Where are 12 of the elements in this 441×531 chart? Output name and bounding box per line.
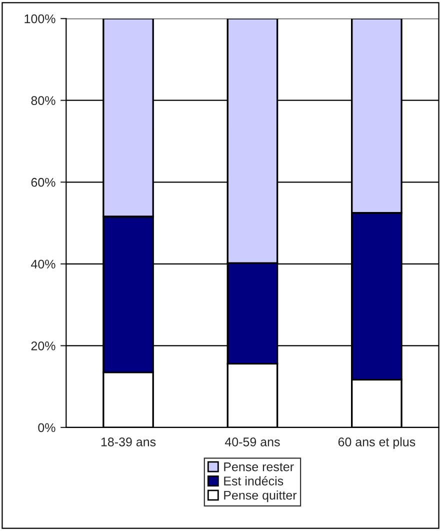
legend-label: Pense rester bbox=[224, 462, 294, 472]
y-tick-label: 100% bbox=[24, 14, 56, 24]
legend-label: Est indécis bbox=[224, 476, 284, 486]
y-tick-label: 60% bbox=[31, 178, 56, 187]
x-tick-label: 60 ans et plus bbox=[338, 437, 416, 449]
legend-label: Pense quitter bbox=[224, 490, 297, 502]
y-tick-label: 40% bbox=[31, 260, 56, 269]
y-tick-label: 20% bbox=[31, 341, 56, 350]
x-tick-label: 18-39 ans bbox=[101, 438, 156, 446]
x-tick-label: 40-59 ans bbox=[224, 438, 280, 446]
y-tick-label: 0% bbox=[38, 423, 56, 432]
y-tick-label: 80% bbox=[31, 96, 56, 106]
